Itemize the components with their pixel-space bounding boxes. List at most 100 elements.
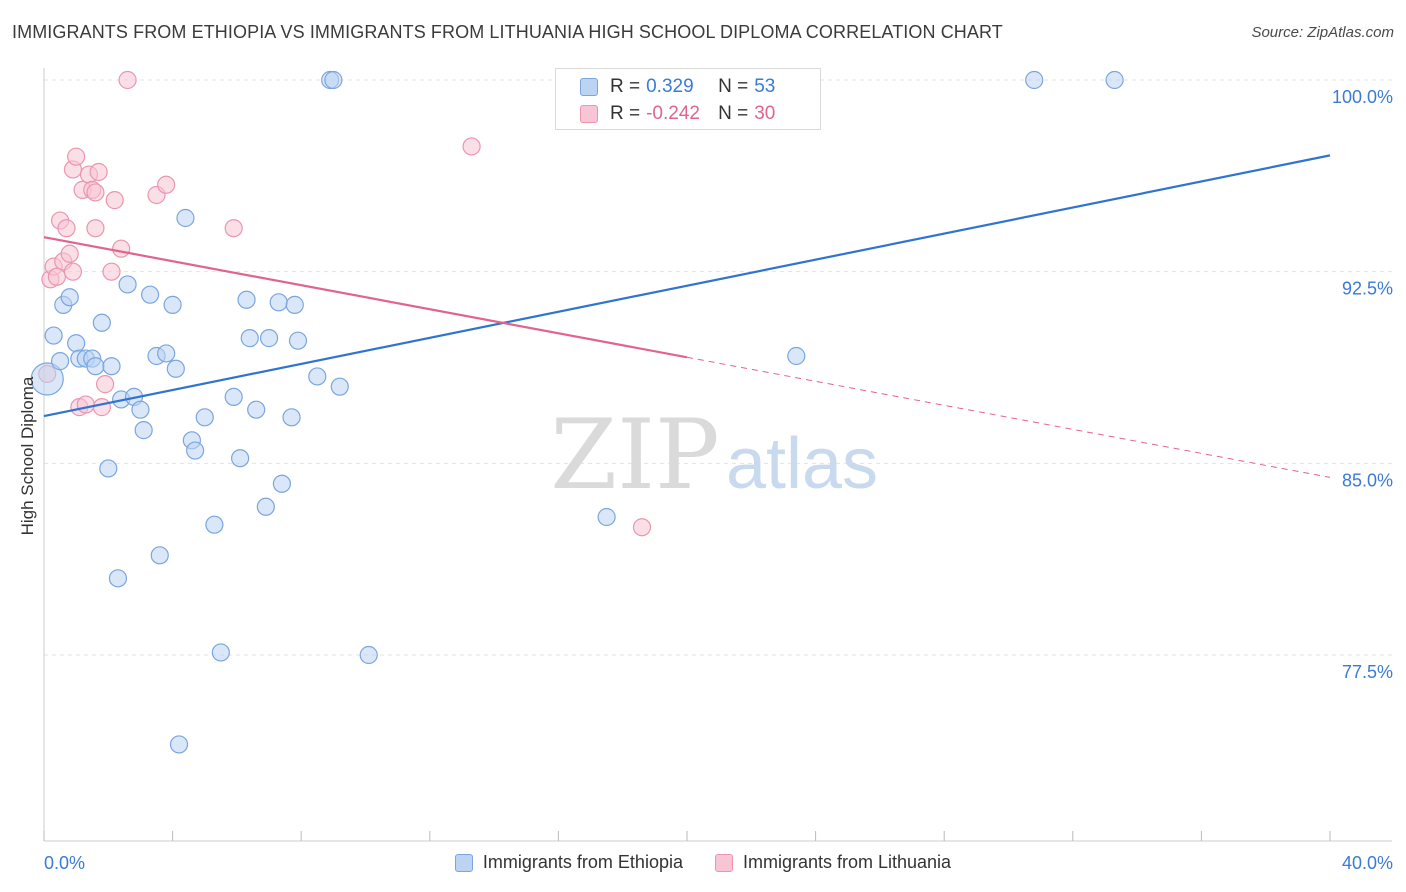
lithuania-point	[63, 262, 83, 281]
ethiopia-points	[30, 70, 1124, 754]
lithuania-point	[92, 398, 111, 417]
lithuania-point	[60, 244, 79, 263]
ethiopia-point	[787, 346, 806, 366]
ethiopia-point	[359, 645, 378, 665]
ethiopia-point	[247, 400, 266, 419]
grid-layer	[44, 79, 1392, 656]
lithuania-point	[102, 262, 121, 281]
x-tick-label: 40.0%	[1342, 853, 1393, 873]
ethiopia-point	[324, 70, 343, 90]
watermark: ZIP atlas	[550, 399, 878, 511]
ethiopia-point	[186, 441, 205, 460]
stats-n-value: 30	[754, 103, 776, 124]
axis-layer	[43, 68, 1392, 842]
ethiopia-point	[102, 357, 121, 376]
ethiopia-trendline	[43, 154, 1331, 418]
trendlines	[43, 154, 1331, 478]
chart-legend: Immigrants from Ethiopia Immigrants from…	[0, 852, 1406, 873]
ethiopia-point	[150, 546, 169, 565]
ethiopia-point	[195, 408, 214, 427]
ethiopia-point	[99, 459, 118, 478]
lithuania-point	[105, 191, 124, 210]
legend-item-ethiopia[interactable]: Immigrants from Ethiopia	[454, 852, 683, 873]
ethiopia-point	[44, 326, 63, 345]
stats-n-label: N =	[718, 76, 749, 97]
chart-title: IMMIGRANTS FROM ETHIOPIA VS IMMIGRANTS F…	[12, 22, 1003, 42]
legend-label-lithuania: Immigrants from Lithuania	[742, 852, 952, 872]
ethiopia-point	[118, 275, 137, 294]
ethiopia-point	[308, 367, 327, 386]
y-tick-label: 92.5%	[1342, 279, 1393, 299]
ethiopia-point	[288, 331, 308, 350]
y-tick-label: 77.5%	[1342, 662, 1393, 682]
lithuania-trendline	[43, 236, 688, 359]
x-tick-label: 0.0%	[44, 853, 85, 873]
ethiopia-point	[1105, 70, 1124, 90]
stats-r-label: R =	[610, 103, 641, 124]
ethiopia-point	[237, 290, 256, 309]
watermark-zip: ZIP	[550, 399, 719, 511]
ethiopia-point	[259, 329, 279, 348]
lithuania-point	[86, 183, 105, 202]
lithuania-point	[118, 70, 137, 90]
ethiopia-point	[157, 344, 176, 363]
ethiopia-point	[92, 313, 111, 332]
stats-r-label: R =	[610, 76, 641, 97]
ethiopia-point	[285, 295, 304, 314]
ethiopia-point	[269, 293, 288, 312]
ethiopia-point	[166, 359, 185, 378]
lithuania-point	[57, 219, 76, 238]
ethiopia-point	[231, 449, 250, 468]
ethiopia-point	[330, 377, 349, 396]
ethiopia-point	[224, 387, 243, 406]
ethiopia-point	[205, 515, 224, 534]
ethiopia-point	[211, 643, 230, 662]
ethiopia-point	[176, 208, 195, 228]
lithuania-point	[462, 137, 481, 156]
y-axis-label: High School Diploma	[18, 376, 37, 536]
ethiopia-point	[140, 285, 160, 304]
ethiopia-point	[240, 329, 259, 348]
ethiopia-point	[1025, 70, 1044, 90]
ethiopia-point	[282, 408, 301, 427]
stats-r-value: -0.242	[646, 103, 700, 124]
lithuania-point	[47, 267, 66, 286]
ethiopia-point	[163, 295, 182, 314]
stats-r-value: 0.329	[646, 76, 694, 97]
ethiopia-point	[67, 334, 86, 353]
stats-swatch-ethiopia	[580, 78, 598, 96]
legend-label-ethiopia: Immigrants from Ethiopia	[482, 852, 683, 872]
tick-labels: 100.0% 92.5% 85.0% 77.5% 0.0% 40.0%	[44, 87, 1393, 873]
y-tick-label: 100.0%	[1332, 87, 1393, 107]
ethiopia-point	[597, 507, 616, 527]
lithuania-point	[67, 147, 86, 166]
stats-row-ethiopia: R = 0.329 N = 53	[580, 75, 775, 99]
stats-box: R = 0.329 N = 53 R = -0.242 N = 30	[555, 68, 821, 130]
ethiopia-point	[256, 497, 275, 516]
lithuania-point	[86, 219, 105, 238]
lithuania-point	[112, 239, 131, 258]
ethiopia-point	[134, 421, 153, 440]
legend-swatch-lithuania	[714, 853, 733, 872]
chart-source: Source: ZipAtlas.com	[1251, 24, 1394, 41]
ethiopia-point	[131, 400, 150, 419]
stats-n-label: N =	[718, 103, 749, 124]
lithuania-point	[76, 395, 95, 414]
ethiopia-point	[60, 288, 79, 307]
ethiopia-point	[30, 362, 64, 396]
stats-n-value: 53	[754, 76, 776, 97]
lithuania-point	[632, 518, 652, 537]
legend-item-lithuania[interactable]: Immigrants from Lithuania	[714, 852, 952, 873]
y-tick-label: 85.0%	[1342, 470, 1393, 490]
ethiopia-point	[272, 474, 292, 493]
stats-row-lithuania: R = -0.242 N = 30	[580, 102, 775, 126]
watermark-atlas: atlas	[726, 424, 878, 504]
lithuania-point	[95, 375, 115, 394]
lithuania-point	[89, 162, 108, 182]
stats-swatch-lithuania	[580, 105, 598, 123]
lithuania-point	[157, 175, 176, 194]
ethiopia-point	[86, 357, 105, 376]
ethiopia-point	[50, 352, 70, 371]
ethiopia-point	[108, 569, 128, 588]
